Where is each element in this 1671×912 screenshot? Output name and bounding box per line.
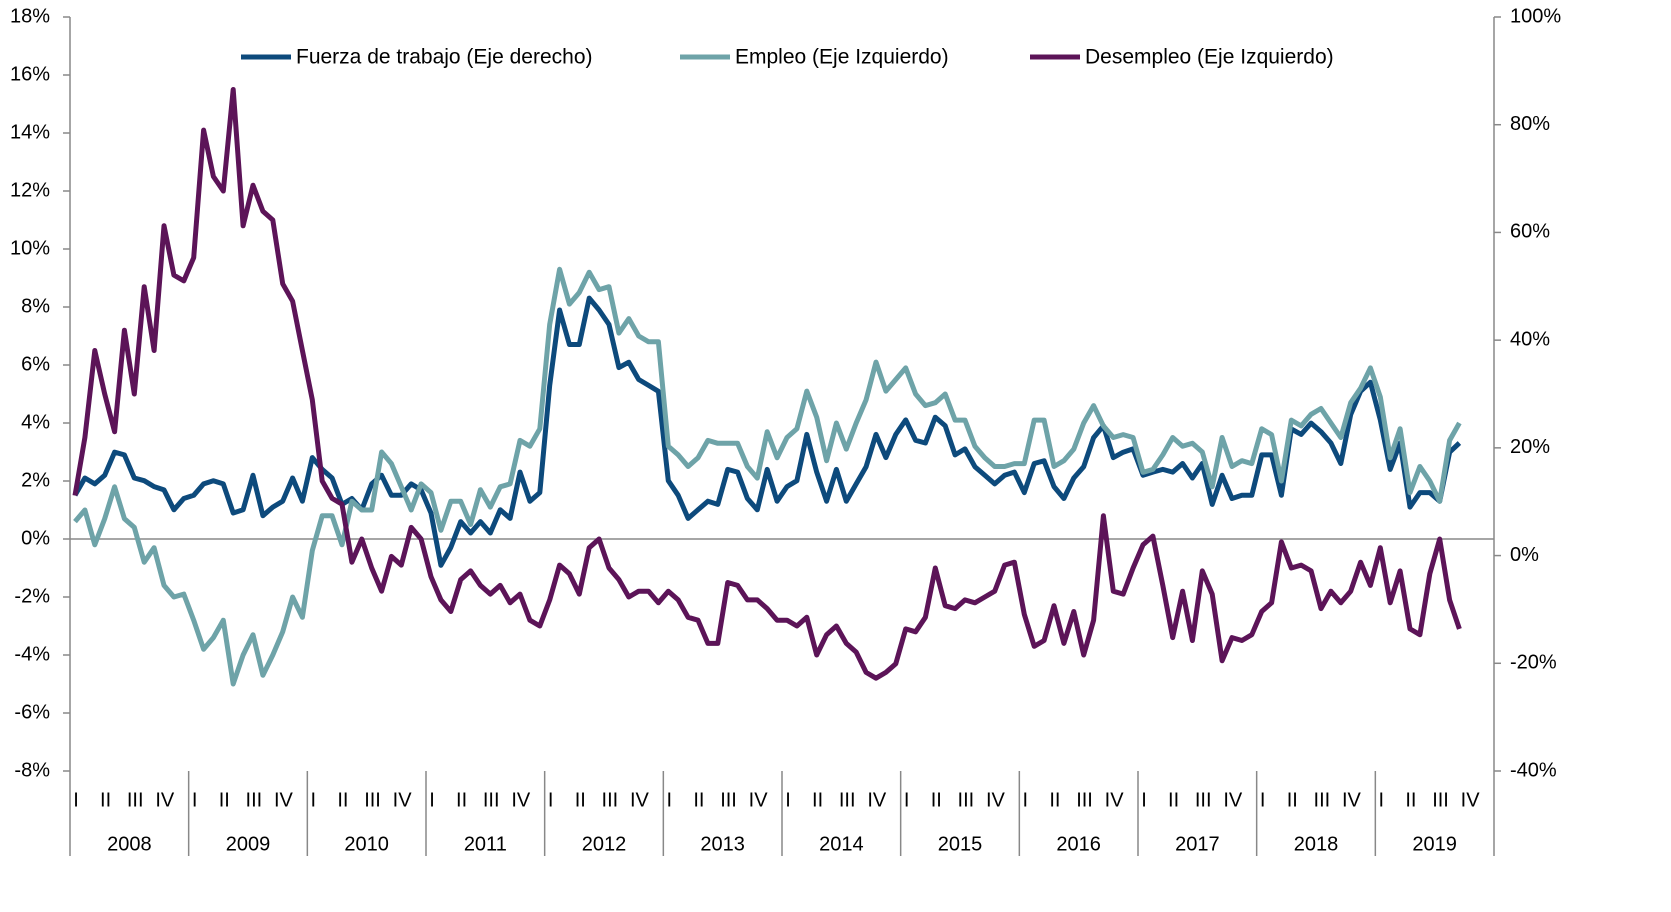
quarter-label: IV <box>274 789 294 811</box>
series-line <box>73 266 1462 687</box>
year-label: 2017 <box>1175 833 1220 855</box>
quarter-label: II <box>1049 789 1060 811</box>
quarter-label: II <box>337 789 348 811</box>
year-label: 2010 <box>344 833 389 855</box>
quarter-label: I <box>904 789 910 811</box>
quarter-label: III <box>839 789 856 811</box>
y-tick-label: 16% <box>10 63 50 85</box>
year-label: 2015 <box>938 833 983 855</box>
quarter-label: II <box>100 789 111 811</box>
quarter-label: II <box>1168 789 1179 811</box>
quarter-label: I <box>192 789 198 811</box>
y-tick-label: 8% <box>21 295 50 317</box>
y2-tick-label: 0% <box>1510 544 1539 566</box>
y-tick-label: 2% <box>21 469 50 491</box>
year-label: 2018 <box>1294 833 1339 855</box>
year-label: 2012 <box>582 833 627 855</box>
quarter-label: IV <box>155 789 175 811</box>
year-label: 2013 <box>700 833 745 855</box>
quarter-label: III <box>1076 789 1093 811</box>
quarter-label: I <box>73 789 79 811</box>
quarter-label: I <box>548 789 554 811</box>
quarter-label: I <box>1023 789 1029 811</box>
quarter-label: I <box>785 789 791 811</box>
quarter-label: II <box>456 789 467 811</box>
legend: Fuerza de trabajo (Eje derecho) Empleo (E… <box>241 46 1334 69</box>
legend-label: Desempleo (Eje Izquierdo) <box>1085 46 1334 69</box>
y-tick-label: 0% <box>21 527 50 549</box>
quarter-label: IV <box>749 789 769 811</box>
series-line <box>72 87 1462 681</box>
year-label: 2019 <box>1412 833 1457 855</box>
y2-tick-label: 40% <box>1510 328 1550 350</box>
year-label: 2008 <box>107 833 152 855</box>
quarter-label: II <box>812 789 823 811</box>
y2-tick-label: 80% <box>1510 113 1550 135</box>
y-tick-label: -4% <box>14 643 50 665</box>
year-label: 2014 <box>819 833 864 855</box>
quarter-label: II <box>575 789 586 811</box>
quarter-label: II <box>931 789 942 811</box>
y-tick-label: 10% <box>10 237 50 259</box>
quarter-label: III <box>1195 789 1212 811</box>
year-label: 2016 <box>1056 833 1101 855</box>
quarter-label: IV <box>986 789 1006 811</box>
quarter-label: I <box>311 789 317 811</box>
year-label: 2011 <box>464 833 507 855</box>
quarter-label: IV <box>1342 789 1362 811</box>
y-tick-label: 6% <box>21 353 50 375</box>
quarter-label: IV <box>867 789 887 811</box>
y2-tick-label: 60% <box>1510 221 1550 243</box>
quarter-label: III <box>127 789 144 811</box>
quarter-label: IV <box>511 789 531 811</box>
quarter-label: I <box>429 789 435 811</box>
y2-tick-label: 100% <box>1510 5 1561 27</box>
quarter-label: IV <box>393 789 413 811</box>
y-tick-label: 18% <box>10 5 50 27</box>
y2-tick-label: -40% <box>1510 759 1557 781</box>
quarter-label: III <box>483 789 500 811</box>
quarter-label: II <box>1405 789 1416 811</box>
quarter-label: I <box>1260 789 1266 811</box>
quarter-label: II <box>219 789 230 811</box>
quarter-label: I <box>1141 789 1147 811</box>
y-tick-label: 14% <box>10 121 50 143</box>
quarter-label: III <box>720 789 737 811</box>
quarter-label: III <box>364 789 381 811</box>
quarter-label: I <box>667 789 673 811</box>
quarter-label: II <box>693 789 704 811</box>
y-tick-label: -6% <box>14 701 50 723</box>
y2-tick-label: -20% <box>1510 652 1557 674</box>
quarter-label: IV <box>630 789 650 811</box>
quarter-label: IV <box>1461 789 1481 811</box>
quarter-label: III <box>958 789 975 811</box>
quarter-label: III <box>1432 789 1449 811</box>
quarter-label: I <box>1379 789 1385 811</box>
legend-label: Fuerza de trabajo (Eje derecho) <box>296 46 593 69</box>
quarter-label: III <box>1314 789 1331 811</box>
y-tick-label: 4% <box>21 411 50 433</box>
quarter-label: III <box>246 789 263 811</box>
series-line <box>72 295 1462 568</box>
y-tick-label: -2% <box>14 585 50 607</box>
quarter-label: III <box>602 789 619 811</box>
quarter-label: IV <box>1105 789 1125 811</box>
y-tick-label: -8% <box>14 759 50 781</box>
y-tick-label: 12% <box>10 179 50 201</box>
legend-label: Empleo (Eje Izquierdo) <box>735 46 949 69</box>
quarter-label: II <box>1287 789 1298 811</box>
quarter-label: IV <box>1223 789 1243 811</box>
year-label: 2009 <box>226 833 271 855</box>
y2-tick-label: 20% <box>1510 436 1550 458</box>
